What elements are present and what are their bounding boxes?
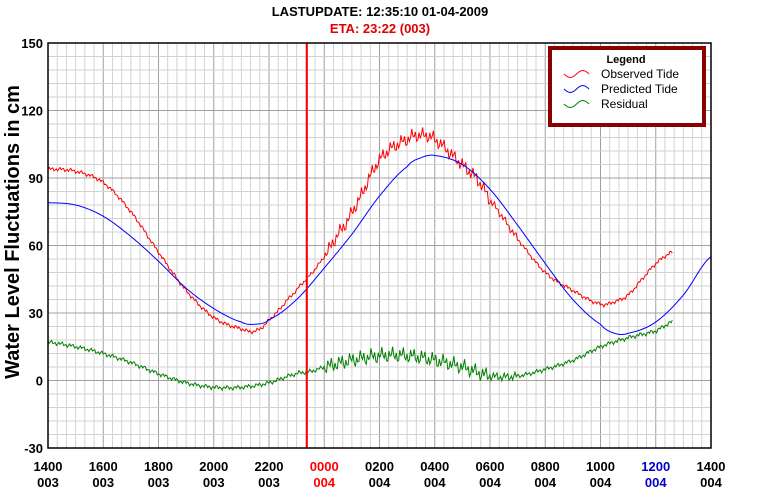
x-tick-day: 003 (258, 475, 280, 490)
series-observed-tide (47, 127, 673, 335)
x-tick-day: 003 (92, 475, 114, 490)
last-update-text: LASTUPDATE: 12:35:10 01-04-2009 (271, 4, 489, 19)
x-tick-time: 0800 (531, 459, 560, 474)
x-tick-time: 0200 (365, 459, 394, 474)
x-tick-time: 1200 (641, 459, 670, 474)
x-tick-time: 2000 (199, 459, 228, 474)
y-tick-label: 120 (21, 104, 43, 119)
series-predicted-tide (48, 154, 712, 335)
x-tick-time: 1400 (34, 459, 63, 474)
y-tick-label: 0 (36, 374, 43, 389)
y-axis-label: Water Level Fluctuations in cm (2, 85, 24, 379)
x-tick-time: 2200 (255, 459, 284, 474)
x-tick-day: 004 (424, 475, 446, 490)
x-tick-time: 1000 (586, 459, 615, 474)
y-tick-label: 30 (29, 306, 43, 321)
legend-entry-label: Residual (601, 97, 648, 111)
y-tick-label: -30 (24, 441, 43, 456)
x-tick-time: 1600 (89, 459, 118, 474)
x-tick-day: 004 (479, 475, 501, 490)
legend-swatch (563, 84, 590, 94)
x-tick-day: 004 (590, 475, 612, 490)
x-tick-time: 0400 (420, 459, 449, 474)
x-tick-day: 003 (37, 475, 59, 490)
x-tick-time: 1400 (697, 459, 726, 474)
y-tick-labels: -30 0 30 60 90 120 150 (21, 36, 43, 456)
x-tick-labels: 1400003160000318000032000003220000300000… (34, 459, 726, 490)
x-tick-day: 004 (700, 475, 722, 490)
legend-swatch (563, 99, 590, 109)
x-tick-day: 004 (313, 475, 335, 490)
x-tick-day: 004 (534, 475, 556, 490)
x-tick-day: 003 (148, 475, 170, 490)
y-tick-label: 90 (29, 171, 43, 186)
legend-swatch (563, 69, 590, 79)
legend-entry-label: Observed Tide (601, 67, 679, 81)
x-tick-day: 003 (203, 475, 225, 490)
x-tick-day: 004 (369, 475, 391, 490)
x-tick-day: 004 (645, 475, 667, 490)
y-tick-label: 150 (21, 36, 43, 51)
series-residual (47, 320, 673, 392)
y-tick-label: 60 (29, 239, 43, 254)
x-tick-time: 1800 (144, 459, 173, 474)
plot-frame (47, 42, 712, 449)
legend-entry-label: Predicted Tide (601, 82, 678, 96)
legend-title: Legend (606, 54, 645, 66)
legend-box (552, 50, 702, 123)
series-layer (47, 127, 712, 392)
eta-text: ETA: 23:22 (003) (329, 21, 431, 36)
x-tick-time: 0600 (476, 459, 505, 474)
x-tick-time: 0000 (310, 459, 339, 474)
